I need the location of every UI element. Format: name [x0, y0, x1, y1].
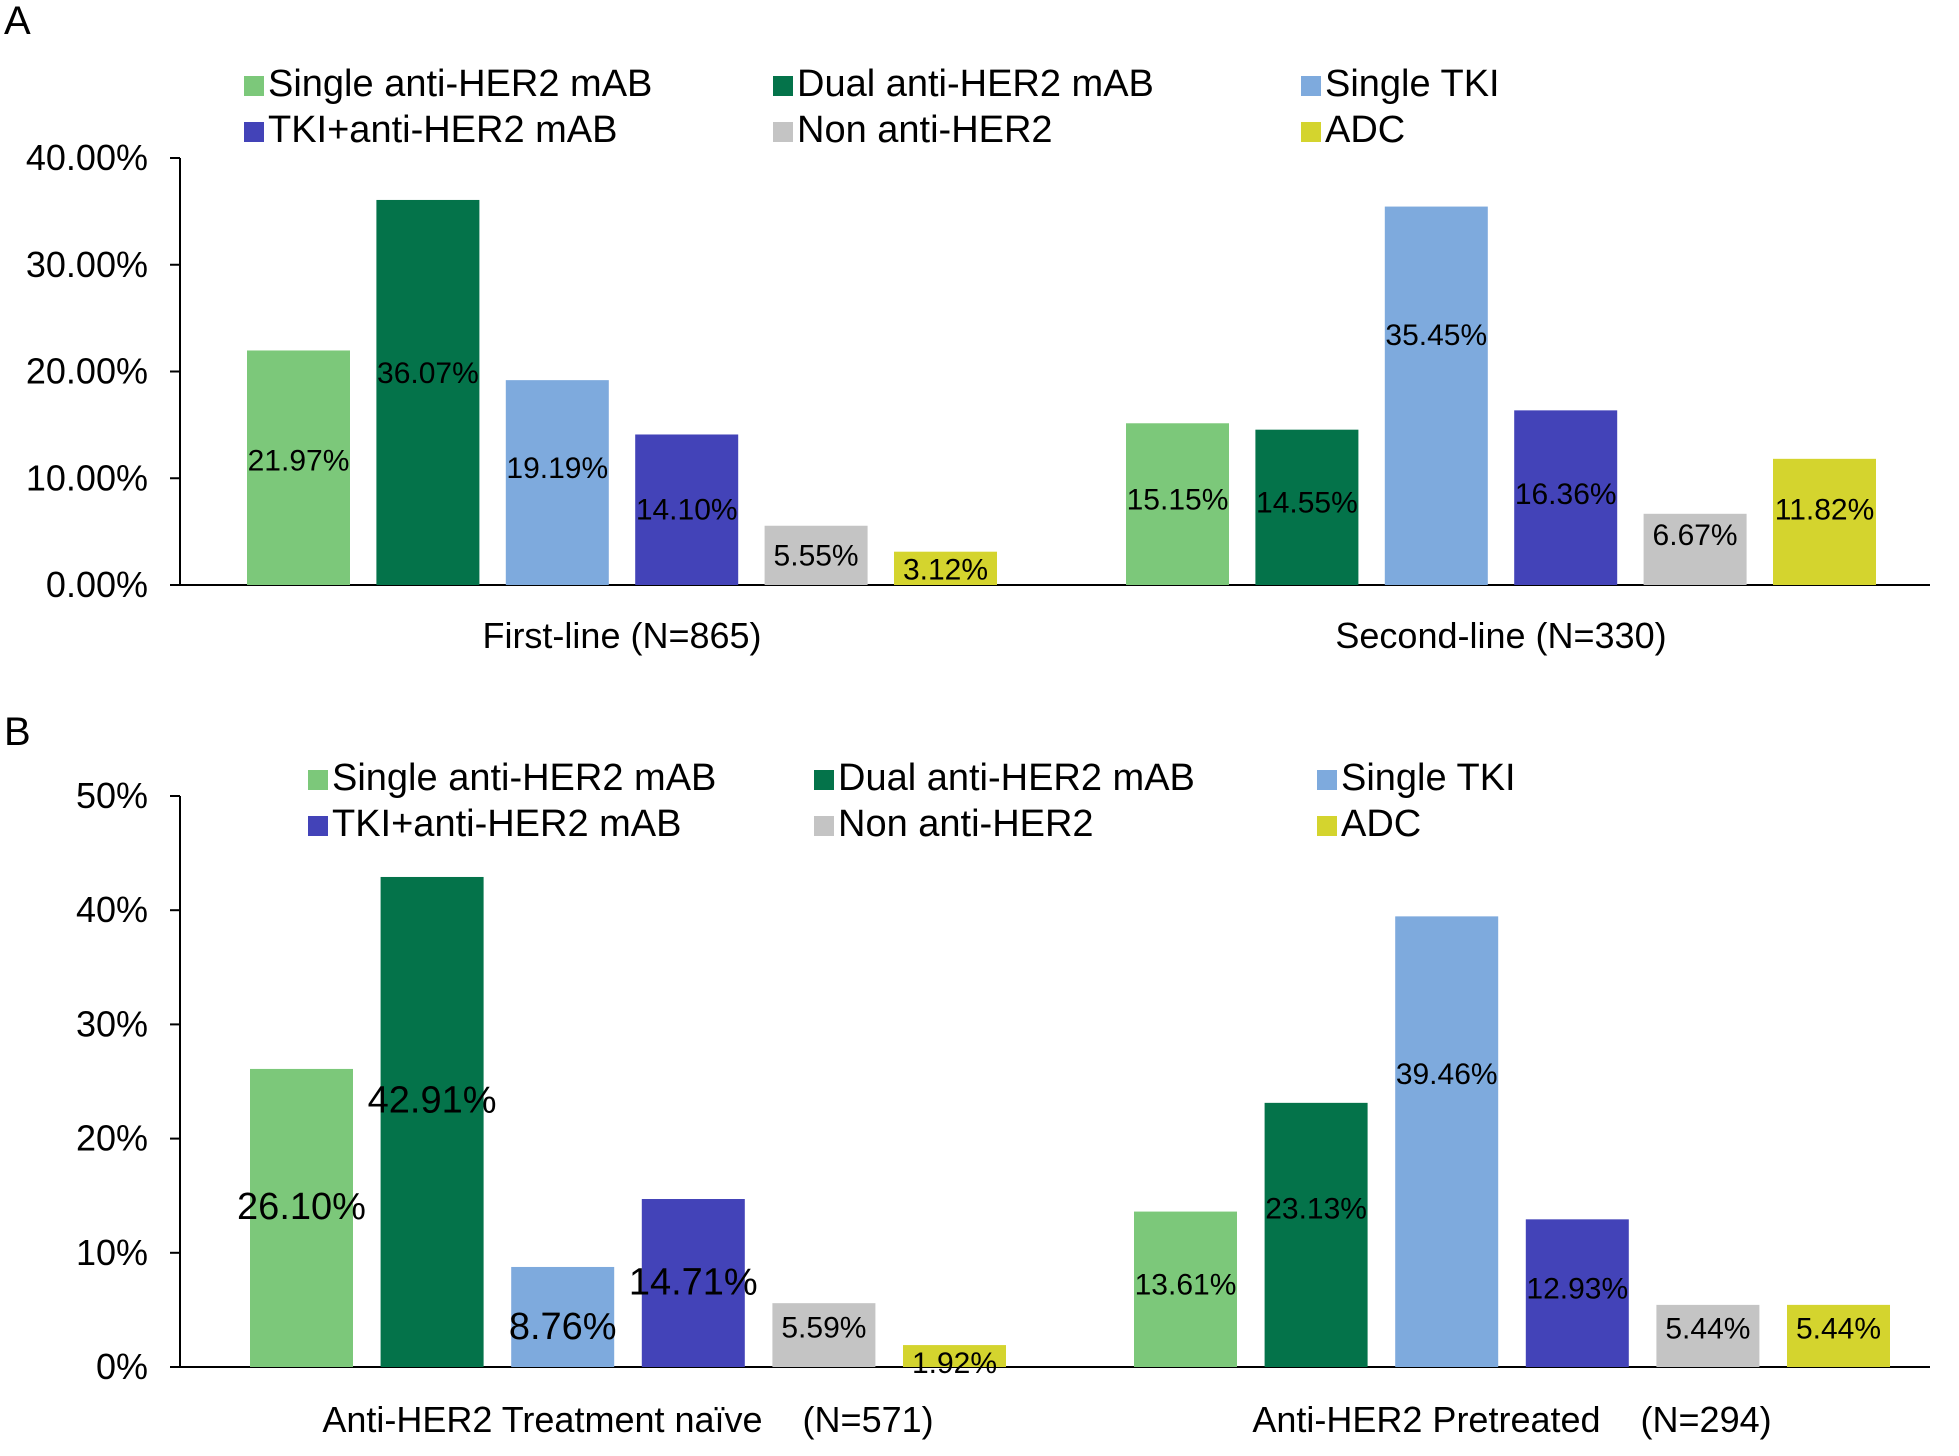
- data-label: 5.44%: [1665, 1312, 1750, 1345]
- data-label: 14.71%: [629, 1262, 758, 1304]
- legend-label: Single TKI: [1341, 757, 1516, 799]
- bar: [1134, 1211, 1237, 1367]
- y-tick-label: 20%: [76, 1118, 148, 1159]
- legend-swatch: [1301, 122, 1321, 142]
- category-label: Anti-HER2 Treatment naïve (N=571): [322, 1399, 933, 1440]
- y-tick-label: 10.00%: [26, 457, 148, 498]
- y-tick-label: 30%: [76, 1003, 148, 1044]
- category-label: Anti-HER2 Pretreated (N=294): [1252, 1399, 1771, 1440]
- legend-swatch: [1301, 76, 1321, 96]
- bar: [1656, 1304, 1760, 1367]
- legend-label: Single anti-HER2 mAB: [268, 63, 652, 105]
- data-label: 5.55%: [774, 539, 859, 572]
- bar: [250, 1068, 353, 1367]
- legend-swatch: [814, 816, 834, 836]
- data-label: 8.76%: [509, 1306, 617, 1348]
- data-label: 23.13%: [1265, 1193, 1367, 1226]
- y-tick-label: 40%: [76, 889, 148, 930]
- bar: [1384, 206, 1488, 586]
- bar: [764, 525, 868, 585]
- legend-label: Single TKI: [1325, 63, 1500, 105]
- category-label: Second-line (N=330): [1335, 615, 1666, 656]
- data-label: 14.55%: [1256, 487, 1358, 520]
- y-tick-label: 30.00%: [26, 244, 148, 285]
- data-label: 5.44%: [1796, 1312, 1881, 1345]
- bar: [894, 551, 997, 585]
- data-label: 11.82%: [1775, 493, 1875, 526]
- legend-label: Non anti-HER2: [838, 803, 1094, 845]
- panel-letter: B: [4, 710, 31, 754]
- bar: [903, 1345, 1006, 1367]
- legend-label: Non anti-HER2: [797, 109, 1053, 151]
- legend-label: Single anti-HER2 mAB: [332, 757, 716, 799]
- bar: [376, 199, 480, 585]
- bar: [1773, 458, 1876, 585]
- data-label: 15.15%: [1127, 483, 1229, 516]
- y-tick-label: 10%: [76, 1232, 148, 1273]
- bar: [1255, 429, 1359, 585]
- y-tick-label: 50%: [76, 775, 148, 816]
- bar: [1514, 410, 1618, 585]
- legend-label: Dual anti-HER2 mAB: [838, 757, 1195, 799]
- bar: [641, 1199, 745, 1367]
- data-label: 13.61%: [1135, 1269, 1237, 1302]
- legend-swatch: [244, 122, 264, 142]
- bar: [247, 350, 350, 585]
- bar: [380, 876, 484, 1367]
- legend-label: TKI+anti-HER2 mAB: [268, 109, 618, 151]
- legend-swatch: [1317, 816, 1337, 836]
- data-label: 16.36%: [1515, 478, 1617, 511]
- bar: [1126, 423, 1229, 585]
- bar: [1264, 1102, 1368, 1367]
- legend-swatch: [773, 122, 793, 142]
- legend-swatch: [814, 770, 834, 790]
- y-tick-label: 40.00%: [26, 137, 148, 178]
- bar: [1395, 916, 1499, 1367]
- legend-swatch: [1317, 770, 1337, 790]
- legend-label: Dual anti-HER2 mAB: [797, 63, 1154, 105]
- bar: [1787, 1304, 1890, 1367]
- bar: [1525, 1219, 1629, 1367]
- bar: [772, 1303, 876, 1367]
- y-tick-label: 20.00%: [26, 351, 148, 392]
- legend-label: TKI+anti-HER2 mAB: [332, 803, 682, 845]
- data-label: 3.12%: [903, 554, 988, 587]
- data-label: 6.67%: [1653, 519, 1738, 552]
- data-label: 12.93%: [1526, 1273, 1628, 1306]
- data-label: 1.92%: [912, 1347, 997, 1380]
- bar: [1643, 513, 1747, 585]
- data-label: 42.91%: [368, 1079, 497, 1121]
- y-tick-label: 0.00%: [46, 564, 148, 605]
- category-label: First-line (N=865): [482, 615, 761, 656]
- data-label: 35.45%: [1385, 319, 1487, 352]
- data-label: 14.10%: [636, 494, 738, 527]
- y-tick-label: 0%: [96, 1346, 148, 1387]
- data-label: 39.46%: [1396, 1058, 1498, 1091]
- legend-swatch: [308, 770, 328, 790]
- bar: [505, 380, 609, 585]
- legend-swatch: [773, 76, 793, 96]
- data-label: 19.19%: [506, 452, 608, 485]
- legend-label: ADC: [1341, 803, 1421, 845]
- panel-letter: A: [4, 0, 31, 43]
- data-label: 26.10%: [237, 1186, 366, 1228]
- panel-b: B 0% 10% 20% 30% 40% 50% Single anti-HER2 mAB Du…: [4, 710, 1930, 1440]
- bar: [635, 434, 739, 585]
- legend-label: ADC: [1325, 109, 1405, 151]
- data-label: 36.07%: [377, 357, 479, 390]
- data-label: 21.97%: [248, 445, 350, 478]
- bar: [511, 1266, 615, 1367]
- panel-a: A 0.00% 10.00% 20.00% 30.00% 40.00% Single ant…: [4, 0, 1930, 656]
- data-label: 5.59%: [781, 1311, 866, 1344]
- legend-swatch: [308, 816, 328, 836]
- legend-swatch: [244, 76, 264, 96]
